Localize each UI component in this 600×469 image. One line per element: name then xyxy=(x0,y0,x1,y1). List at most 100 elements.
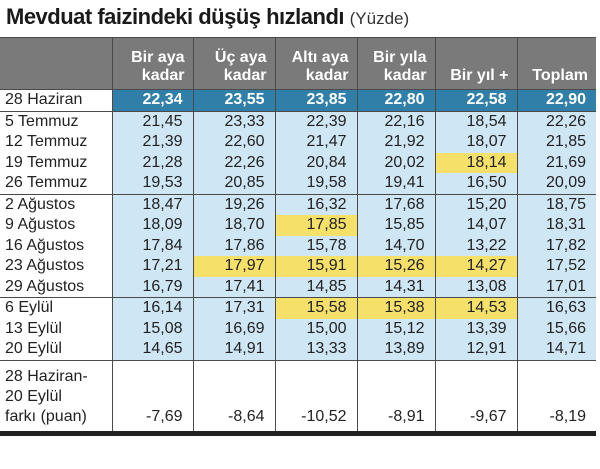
rate-cell: 20,02 xyxy=(356,152,435,173)
rate-cell: 21,39 xyxy=(111,132,193,153)
rate-cell: 17,01 xyxy=(516,276,596,298)
row-date-label: 28 Haziran xyxy=(0,89,112,112)
row-date-label: 6 Eylül xyxy=(0,297,112,319)
rate-cell: 14,91 xyxy=(192,339,275,360)
rate-cell: 15,58 xyxy=(274,297,357,319)
rate-cell: 18,09 xyxy=(111,215,193,236)
table-row: 20 Eylül 14,65 14,91 13,33 13,89 12,91 14,71 xyxy=(0,339,596,360)
rate-cell: 21,47 xyxy=(274,132,357,153)
table-row: 28 Haziran 22,34 23,55 23,85 22,80 22,58 22,90 xyxy=(0,89,596,112)
rate-cell: 18,14 xyxy=(434,152,517,173)
table-row: 12 Temmuz 21,39 22,60 21,47 21,92 18,07 21,85 xyxy=(0,132,596,153)
row-date-label: 26 Temmuz xyxy=(0,173,112,194)
rate-cell: 15,78 xyxy=(274,235,357,256)
rate-cell: 17,84 xyxy=(111,235,193,256)
rate-cell: 15,08 xyxy=(111,318,193,339)
rate-cell: 16,14 xyxy=(111,297,193,319)
rate-cell: 17,52 xyxy=(516,256,596,277)
rate-cell: 15,12 xyxy=(356,318,435,339)
rate-cell: 13,08 xyxy=(434,276,517,298)
rate-cell: 19,53 xyxy=(111,173,193,194)
rate-cell: 17,82 xyxy=(516,235,596,256)
header-row: Bir aya kadar Üç aya kadar Altı aya kadar B… xyxy=(0,37,596,90)
rate-cell: 21,69 xyxy=(516,152,596,173)
rate-cell: 16,32 xyxy=(274,193,357,215)
rate-cell: 15,66 xyxy=(516,318,596,339)
rate-cell: 22,26 xyxy=(516,110,596,132)
rate-cell: 22,80 xyxy=(356,89,435,112)
table-row: 9 Ağustos 18,09 18,70 17,85 15,85 14,07 18,31 xyxy=(0,215,596,236)
header-over-one-year: Bir yıl + xyxy=(434,37,517,90)
rate-cell: 13,39 xyxy=(434,318,517,339)
rate-cell: 17,31 xyxy=(192,297,275,319)
rate-cell: 23,55 xyxy=(192,89,275,112)
rate-cell: 14,07 xyxy=(434,215,517,236)
rate-cell: 22,58 xyxy=(434,89,517,112)
rate-cell: 18,70 xyxy=(192,215,275,236)
difference-label: 28 Haziran- 20 Eylül farkı (puan) xyxy=(0,359,112,436)
rate-cell: 22,16 xyxy=(356,110,435,132)
header-one-month: Bir aya kadar xyxy=(111,37,193,90)
table-row: 2 Ağustos 18,47 19,26 16,32 17,68 15,20 18,75 xyxy=(0,193,596,215)
rate-cell: 18,75 xyxy=(516,193,596,215)
rate-cell: 23,85 xyxy=(274,89,357,112)
rate-cell: 17,41 xyxy=(192,276,275,298)
rate-cell: 14,65 xyxy=(111,339,193,360)
difference-cell: -8,91 xyxy=(356,359,435,436)
rate-cell: 21,85 xyxy=(516,132,596,153)
rate-cell: 14,85 xyxy=(274,276,357,298)
row-date-label: 13 Eylül xyxy=(0,318,112,339)
table-row: 6 Eylül 16,14 17,31 15,58 15,38 14,53 16,63 xyxy=(0,297,596,319)
header-corner xyxy=(0,37,112,90)
row-date-label: 20 Eylül xyxy=(0,339,112,360)
difference-cell: -10,52 xyxy=(274,359,357,436)
difference-cell: -8,64 xyxy=(192,359,275,436)
deposit-rate-table: Bir aya kadar Üç aya kadar Altı aya kadar B… xyxy=(0,37,596,436)
title-main: Mevduat faizindeki düşüş hızlandı xyxy=(6,4,345,29)
rate-cell: 20,84 xyxy=(274,152,357,173)
rate-cell: 19,58 xyxy=(274,173,357,194)
rate-cell: 13,33 xyxy=(274,339,357,360)
rate-cell: 14,27 xyxy=(434,256,517,277)
rate-cell: 20,09 xyxy=(516,173,596,194)
header-total: Toplam xyxy=(516,37,596,90)
rate-cell: 18,31 xyxy=(516,215,596,236)
rate-cell: 16,50 xyxy=(434,173,517,194)
difference-cell: -7,69 xyxy=(111,359,193,436)
header-one-year: Bir yıla kadar xyxy=(356,37,435,90)
row-date-label: 12 Temmuz xyxy=(0,132,112,153)
rate-cell: 15,38 xyxy=(356,297,435,319)
row-date-label: 19 Temmuz xyxy=(0,152,112,173)
page-title: Mevduat faizindeki düşüş hızlandı (Yüzde… xyxy=(6,4,409,30)
table-row: 29 Ağustos 16,79 17,41 14,85 14,31 13,08 17,01 xyxy=(0,276,596,298)
header-three-months: Üç aya kadar xyxy=(192,37,275,90)
rate-cell: 22,90 xyxy=(516,89,596,112)
rate-cell: 17,21 xyxy=(111,256,193,277)
rate-cell: 16,69 xyxy=(192,318,275,339)
rate-cell: 13,89 xyxy=(356,339,435,360)
header-six-months: Altı aya kadar xyxy=(274,37,357,90)
row-date-label: 29 Ağustos xyxy=(0,276,112,298)
row-date-label: 2 Ağustos xyxy=(0,193,112,215)
rate-cell: 22,39 xyxy=(274,110,357,132)
rate-cell: 16,79 xyxy=(111,276,193,298)
rate-cell: 15,26 xyxy=(356,256,435,277)
rate-cell: 16,63 xyxy=(516,297,596,319)
rate-cell: 17,86 xyxy=(192,235,275,256)
row-date-label: 5 Temmuz xyxy=(0,110,112,132)
table-row: 26 Temmuz 19,53 20,85 19,58 19,41 16,50 20,09 xyxy=(0,173,596,194)
rate-cell: 18,47 xyxy=(111,193,193,215)
table-row: 16 Ağustos 17,84 17,86 15,78 14,70 13,22 17,82 xyxy=(0,235,596,256)
rate-cell: 22,26 xyxy=(192,152,275,173)
rate-cell: 15,85 xyxy=(356,215,435,236)
rate-cell: 12,91 xyxy=(434,339,517,360)
rate-cell: 14,71 xyxy=(516,339,596,360)
rate-cell: 14,53 xyxy=(434,297,517,319)
difference-cell: -9,67 xyxy=(434,359,517,436)
rate-cell: 21,92 xyxy=(356,132,435,153)
rate-cell: 17,97 xyxy=(192,256,275,277)
rate-cell: 14,70 xyxy=(356,235,435,256)
rate-cell: 18,07 xyxy=(434,132,517,153)
rate-cell: 21,28 xyxy=(111,152,193,173)
row-date-label: 23 Ağustos xyxy=(0,256,112,277)
